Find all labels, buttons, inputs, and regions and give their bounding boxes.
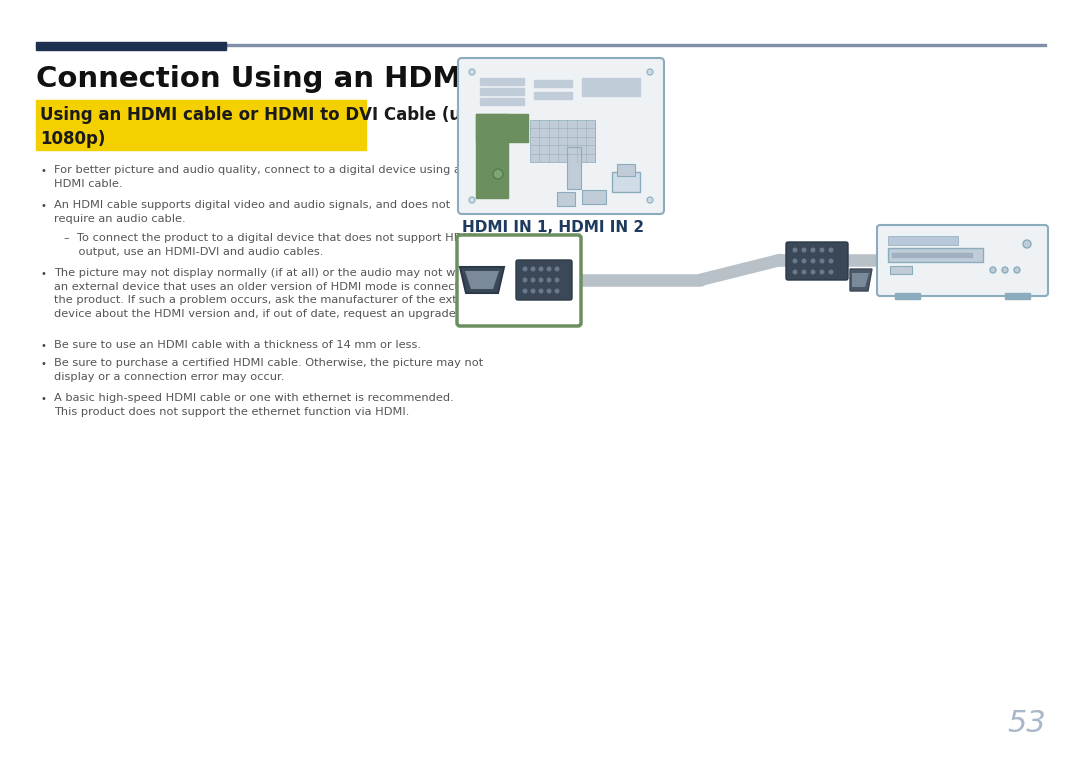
Text: HDMI IN 1, HDMI IN 2: HDMI IN 1, HDMI IN 2 bbox=[462, 220, 644, 235]
Circle shape bbox=[793, 248, 797, 252]
Circle shape bbox=[523, 267, 527, 271]
Circle shape bbox=[793, 270, 797, 274]
Circle shape bbox=[531, 278, 535, 282]
Bar bbox=[888, 236, 958, 245]
Circle shape bbox=[647, 69, 653, 75]
Bar bbox=[890, 266, 912, 274]
Circle shape bbox=[548, 267, 551, 271]
Text: The picture may not display normally (if at all) or the audio may not work if
an: The picture may not display normally (if… bbox=[54, 268, 488, 319]
FancyBboxPatch shape bbox=[457, 235, 581, 326]
Circle shape bbox=[539, 278, 543, 282]
Circle shape bbox=[802, 259, 806, 262]
Circle shape bbox=[820, 259, 824, 262]
Text: •: • bbox=[41, 359, 46, 369]
Bar bbox=[476, 114, 528, 142]
Circle shape bbox=[1014, 267, 1020, 273]
Text: •: • bbox=[41, 269, 46, 279]
Circle shape bbox=[1002, 267, 1008, 273]
Circle shape bbox=[820, 270, 824, 274]
Circle shape bbox=[469, 197, 475, 203]
Circle shape bbox=[492, 169, 503, 179]
Bar bbox=[36, 44, 1047, 46]
Bar bbox=[480, 98, 524, 105]
Bar bbox=[557, 192, 575, 206]
Polygon shape bbox=[465, 271, 499, 289]
Circle shape bbox=[531, 289, 535, 293]
Bar bbox=[36, 42, 226, 50]
Circle shape bbox=[793, 259, 797, 262]
Circle shape bbox=[811, 248, 814, 252]
Bar bbox=[612, 172, 640, 192]
Bar bbox=[892, 253, 972, 257]
Bar bbox=[36, 100, 366, 150]
Text: Using an HDMI cable or HDMI to DVI Cable (up to
1080p): Using an HDMI cable or HDMI to DVI Cable… bbox=[40, 106, 498, 148]
Text: 53: 53 bbox=[1008, 709, 1047, 738]
Circle shape bbox=[555, 267, 558, 271]
Text: An HDMI cable supports digital video and audio signals, and does not
require an : An HDMI cable supports digital video and… bbox=[54, 200, 450, 224]
Text: Be sure to purchase a certified HDMI cable. Otherwise, the picture may not
displ: Be sure to purchase a certified HDMI cab… bbox=[54, 358, 483, 382]
Text: •: • bbox=[41, 341, 46, 351]
Bar bbox=[617, 164, 635, 176]
Circle shape bbox=[531, 267, 535, 271]
Text: Connection Using an HDMI Cable: Connection Using an HDMI Cable bbox=[36, 65, 575, 93]
Circle shape bbox=[811, 270, 814, 274]
Polygon shape bbox=[850, 269, 872, 291]
Circle shape bbox=[469, 69, 475, 75]
FancyBboxPatch shape bbox=[516, 260, 572, 300]
Text: •: • bbox=[41, 201, 46, 211]
Polygon shape bbox=[460, 267, 504, 293]
Circle shape bbox=[555, 278, 558, 282]
Bar bbox=[582, 78, 640, 96]
Circle shape bbox=[811, 259, 814, 262]
Bar bbox=[534, 92, 572, 99]
Circle shape bbox=[539, 267, 543, 271]
Circle shape bbox=[820, 248, 824, 252]
Circle shape bbox=[555, 289, 558, 293]
Bar bbox=[480, 78, 524, 85]
Text: For better picture and audio quality, connect to a digital device using an
HDMI : For better picture and audio quality, co… bbox=[54, 165, 468, 188]
Circle shape bbox=[829, 248, 833, 252]
Circle shape bbox=[523, 289, 527, 293]
Circle shape bbox=[829, 259, 833, 262]
Circle shape bbox=[647, 197, 653, 203]
Bar bbox=[480, 88, 524, 95]
FancyBboxPatch shape bbox=[786, 242, 848, 280]
Bar bbox=[476, 114, 508, 198]
Bar bbox=[534, 80, 572, 87]
Text: •: • bbox=[41, 394, 46, 404]
Bar bbox=[888, 248, 983, 262]
Circle shape bbox=[548, 289, 551, 293]
Bar bbox=[895, 293, 920, 299]
Bar bbox=[582, 190, 606, 204]
Bar bbox=[530, 120, 595, 162]
Bar bbox=[567, 147, 581, 189]
FancyBboxPatch shape bbox=[877, 225, 1048, 296]
Bar bbox=[1005, 293, 1030, 299]
FancyBboxPatch shape bbox=[458, 58, 664, 214]
Polygon shape bbox=[852, 273, 869, 287]
Circle shape bbox=[523, 278, 527, 282]
Circle shape bbox=[829, 270, 833, 274]
Text: •: • bbox=[41, 166, 46, 176]
Circle shape bbox=[802, 248, 806, 252]
Circle shape bbox=[990, 267, 996, 273]
Circle shape bbox=[1023, 240, 1031, 248]
Text: A basic high-speed HDMI cable or one with ethernet is recommended.
This product : A basic high-speed HDMI cable or one wit… bbox=[54, 393, 454, 417]
Text: –  To connect the product to a digital device that does not support HDMI
    out: – To connect the product to a digital de… bbox=[64, 233, 476, 256]
Circle shape bbox=[548, 278, 551, 282]
Circle shape bbox=[539, 289, 543, 293]
Circle shape bbox=[802, 270, 806, 274]
Text: Be sure to use an HDMI cable with a thickness of 14 mm or less.: Be sure to use an HDMI cable with a thic… bbox=[54, 340, 421, 350]
